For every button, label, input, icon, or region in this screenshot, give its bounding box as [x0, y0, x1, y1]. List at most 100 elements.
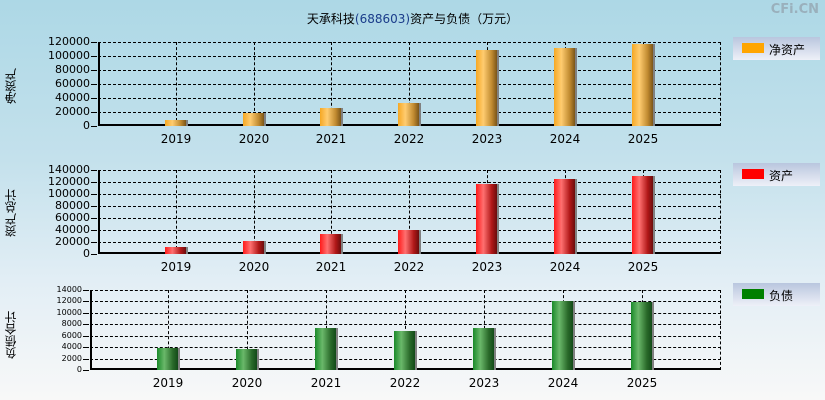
chart-title: 天承科技(688603)资产与负债（万元）: [0, 10, 825, 27]
bar-2023[interactable]: [473, 328, 494, 370]
bar-2021[interactable]: [320, 234, 341, 254]
x-tick-label: 2024: [547, 376, 579, 390]
bar-2020[interactable]: [243, 240, 264, 254]
x-tick-label: 2020: [231, 376, 263, 390]
x-tick-label: 2023: [471, 132, 503, 146]
vertical-gridline: [254, 42, 255, 126]
vertical-gridline: [176, 170, 177, 254]
plot-area: [98, 170, 721, 254]
legend-label: 资产: [769, 169, 794, 183]
x-tick-label: 2021: [310, 376, 342, 390]
y-tick-label: 80000: [20, 200, 97, 212]
vertical-gridline: [331, 170, 332, 254]
y-tick-label: 120000: [20, 176, 97, 188]
y-tick-label: 100000: [20, 188, 97, 200]
y-tick-label: 10000: [12, 308, 89, 318]
y-tick-label: 40000: [20, 92, 97, 104]
x-tick-label: 2025: [626, 376, 658, 390]
legend: 负债: [733, 283, 820, 306]
vertical-gridline: [247, 290, 248, 370]
vertical-gridline: [409, 170, 410, 254]
x-tick-label: 2019: [160, 260, 192, 274]
stock-code: (688603): [354, 12, 411, 26]
x-tick-label: 2021: [315, 132, 347, 146]
y-tick-label: 8000: [12, 319, 89, 329]
legend: 资产: [733, 163, 820, 186]
x-tick-label: 2025: [627, 260, 659, 274]
plot-border: [720, 170, 721, 254]
vertical-gridline: [409, 42, 410, 126]
y-tick-label: 14000: [12, 285, 89, 295]
x-tick-label: 2022: [389, 376, 421, 390]
bar-2019[interactable]: [165, 246, 186, 254]
bar-2019[interactable]: [157, 347, 178, 370]
y-tick-label: 40000: [20, 224, 97, 236]
x-tick-label: 2019: [160, 132, 192, 146]
y-tick-label: 4000: [12, 342, 89, 352]
x-tick-label: 2020: [238, 132, 270, 146]
legend-label: 负债: [769, 289, 794, 303]
y-axis-line: [98, 42, 100, 126]
bar-2025[interactable]: [631, 302, 652, 370]
y-tick-label: 140000: [20, 164, 97, 176]
y-tick-label: 0: [20, 248, 97, 260]
x-tick-label: 2023: [468, 376, 500, 390]
x-tick-label: 2023: [471, 260, 503, 274]
bar-2021[interactable]: [315, 328, 336, 370]
watermark-logo: CFi.CN: [770, 2, 819, 17]
bar-2022[interactable]: [394, 331, 415, 370]
x-tick-label: 2024: [549, 260, 581, 274]
plot-border: [720, 290, 721, 370]
vertical-gridline: [168, 290, 169, 370]
bar-2024[interactable]: [554, 179, 575, 254]
x-tick-label: 2019: [152, 376, 184, 390]
vertical-gridline: [254, 170, 255, 254]
vertical-gridline: [176, 42, 177, 126]
vertical-gridline: [405, 290, 406, 370]
y-axis-line: [98, 170, 100, 254]
bar-2022[interactable]: [398, 230, 419, 254]
y-tick-label: 60000: [20, 212, 97, 224]
bar-2021[interactable]: [320, 108, 341, 126]
y-axis-line: [90, 290, 92, 370]
bar-2019[interactable]: [165, 120, 186, 126]
x-tick-label: 2022: [393, 260, 425, 274]
x-tick-label: 2024: [549, 132, 581, 146]
bar-2023[interactable]: [476, 183, 497, 254]
bar-2020[interactable]: [236, 348, 257, 370]
bar-2023[interactable]: [476, 49, 497, 126]
plot-border: [720, 42, 721, 126]
x-tick-label: 2025: [627, 132, 659, 146]
legend: 净资产: [733, 37, 820, 60]
total-assets-panel: 资产总计 140000 120000 100000 80000 60000 40000 20…: [4, 163, 820, 274]
y-tick-label: 0: [12, 365, 89, 375]
company-name: 天承科技: [306, 12, 355, 26]
y-tick-label: 6000: [12, 331, 89, 341]
x-tick-label: 2020: [238, 260, 270, 274]
vertical-gridline: [331, 42, 332, 126]
y-tick-label: 80000: [20, 64, 97, 76]
y-tick-label: 12000: [12, 296, 89, 306]
x-tick-label: 2021: [315, 260, 347, 274]
y-tick-label: 120000: [20, 36, 97, 48]
legend-swatch: [742, 169, 764, 179]
y-tick-label: 100000: [20, 50, 97, 62]
bar-2024[interactable]: [552, 300, 573, 370]
bar-2025[interactable]: [632, 176, 653, 254]
legend-swatch: [742, 43, 764, 53]
plot-area: [90, 290, 721, 370]
y-tick-label: 2000: [12, 354, 89, 364]
title-suffix: 资产与负债（万元）: [410, 12, 519, 26]
bar-2024[interactable]: [554, 48, 575, 126]
y-tick-label: 20000: [20, 106, 97, 118]
bar-2022[interactable]: [398, 102, 419, 126]
y-tick-label: 20000: [20, 236, 97, 248]
y-tick-label: 0: [20, 120, 97, 132]
net-assets-panel: 净资产 120000 100000 80000 60000 40000 20000 0 20…: [0, 0, 825, 150]
bar-2020[interactable]: [243, 113, 264, 126]
legend-swatch: [742, 289, 764, 299]
bar-2025[interactable]: [632, 44, 653, 126]
y-tick-label: 60000: [20, 78, 97, 90]
plot-area: [98, 42, 721, 126]
